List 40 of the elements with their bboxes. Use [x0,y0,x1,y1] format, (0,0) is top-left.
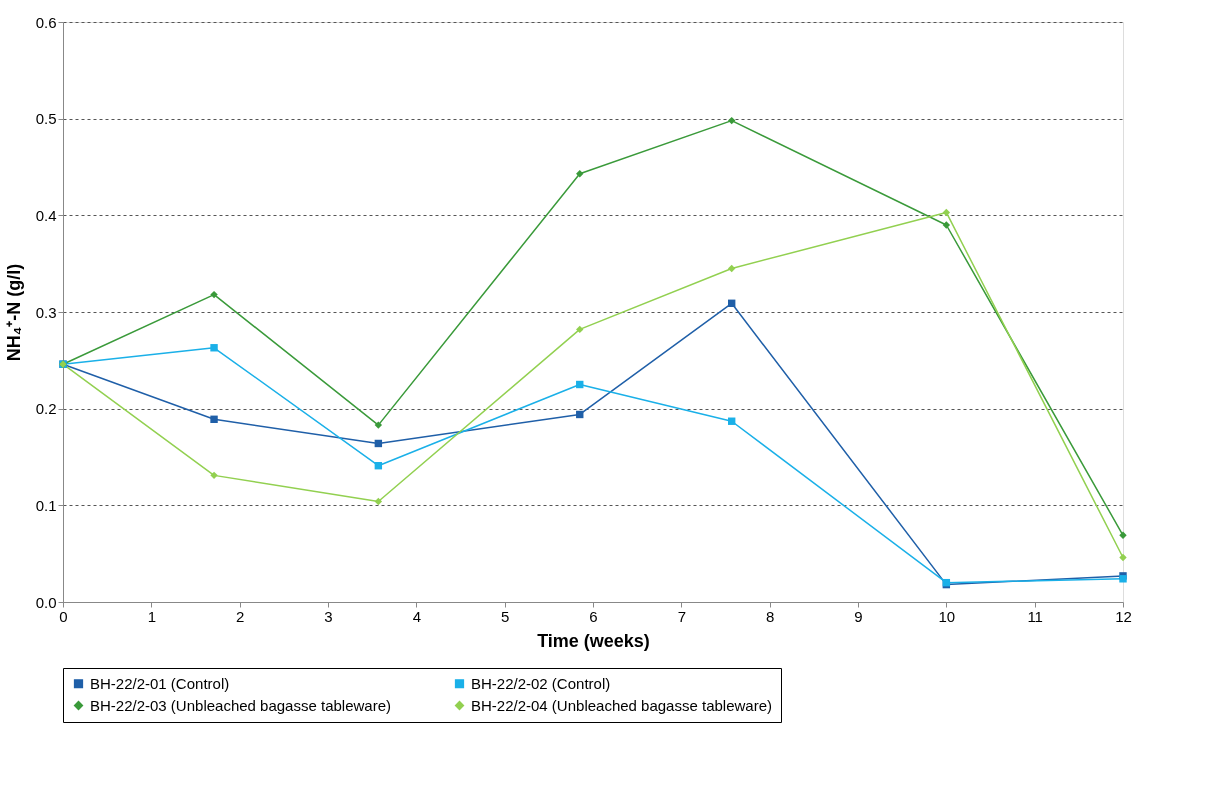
x-tick-label: 9 [854,607,863,625]
legend-label: BH-22/2-02 (Control) [471,674,611,692]
point [374,421,383,429]
point [727,116,736,125]
x-tick-label: 1 [147,607,157,625]
y-tick-label: 0.5 [35,110,57,128]
x-tick-label: 6 [589,607,598,625]
y-tick-label: 0.0 [35,593,57,611]
x-axis-title: Time (weeks) [537,630,650,651]
point [942,221,951,229]
y-tick-label: 0.6 [35,13,57,31]
x-tick-label: 5 [500,607,510,625]
point [210,415,218,424]
y-tick-label: 0.1 [35,496,57,514]
point [1119,553,1127,562]
x-tick-label: 11 [1027,607,1043,625]
x-tick-label: 12 [1115,607,1132,625]
y-tick-label: 0.3 [35,303,57,321]
x-tick-label: 0 [59,607,68,625]
point [1119,531,1127,540]
x-tick-label: 10 [938,607,956,625]
point [210,290,218,299]
y-tick-label: 0.2 [35,400,57,418]
legend-label: BH-22/2-01 (Control) [90,674,230,692]
x-tick-label: 2 [235,607,245,625]
point [210,471,218,480]
point [576,170,584,178]
x-tick-label: 3 [324,607,333,625]
x-tick-label: 8 [765,607,775,625]
x-tick-label: 7 [677,607,687,625]
x-tick-label: 4 [412,607,422,625]
y-tick-label: 0.4 [35,206,57,224]
point [374,497,383,506]
legend-label: BH-22/2-03 (Unbleached bagasse tableware) [90,696,392,714]
point [727,264,736,273]
point [576,325,584,334]
y-axis-title: NH₄⁺-N (g/l) [3,263,24,362]
point [942,208,951,217]
legend-label: BH-22/2-04 (Unbleached bagasse tableware) [471,696,773,714]
point [210,344,218,352]
